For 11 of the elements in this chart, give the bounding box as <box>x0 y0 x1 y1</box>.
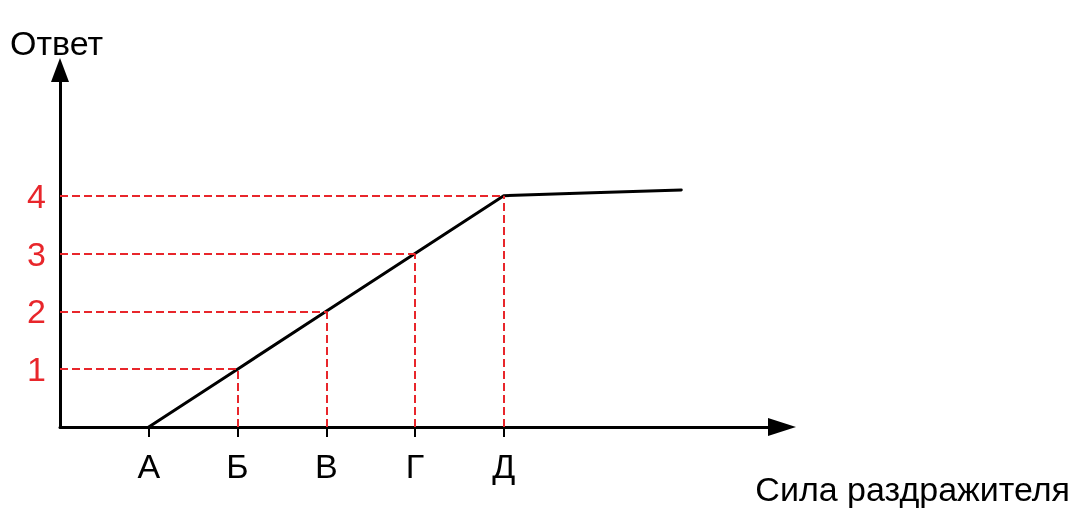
x-axis-title: Сила раздражителя <box>755 470 1070 508</box>
x-tick-label: А <box>137 447 161 485</box>
y-axis-title: Ответ <box>10 24 104 62</box>
x-tick-label: В <box>314 447 338 485</box>
x-tick-label: Б <box>226 447 249 485</box>
x-tick-label: Г <box>405 447 425 485</box>
x-tick-label: Д <box>492 447 516 485</box>
y-tick-label: 2 <box>27 292 46 331</box>
y-tick-label: 1 <box>27 350 46 389</box>
y-tick-label: 4 <box>27 176 46 215</box>
y-tick-label: 3 <box>27 234 46 273</box>
